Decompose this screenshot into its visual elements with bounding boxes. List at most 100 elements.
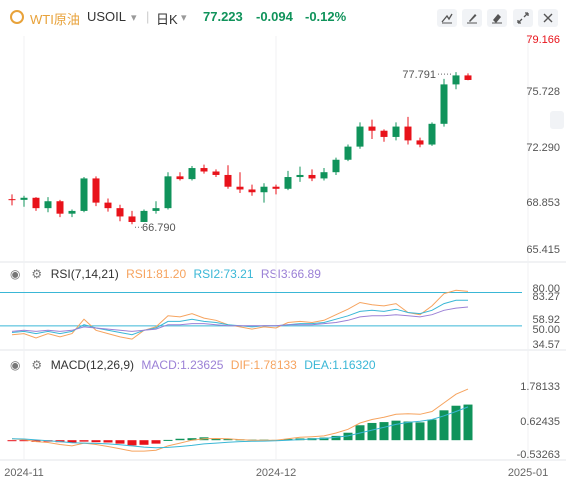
macd-histogram-bar — [415, 422, 425, 441]
rsi-axis-label: 50.00 — [532, 324, 560, 336]
candle-body — [56, 201, 64, 214]
candle-body — [80, 178, 88, 211]
rsi-axis-label: 80.00 — [532, 283, 560, 295]
price-axis-label: 68.853 — [526, 197, 560, 209]
macd-histogram-bar — [223, 439, 233, 441]
date-axis-label: 2024-12 — [256, 467, 296, 479]
rsi-axis-label: 83.27 — [532, 291, 560, 303]
candle-body — [260, 186, 268, 193]
price-change-percent: -0.12% — [305, 9, 347, 24]
candle-body — [116, 208, 124, 217]
price-axis-label: 79.166 — [526, 34, 560, 46]
candle-body — [236, 186, 244, 190]
rsi-axis-label: 58.92 — [532, 314, 560, 326]
macd-histogram-bar — [427, 419, 437, 441]
candle-body — [212, 171, 220, 175]
candle-body — [464, 75, 472, 80]
macd-histogram-bar — [139, 440, 149, 445]
macd-histogram-bar — [103, 440, 113, 443]
price-axis-label: 75.728 — [526, 86, 560, 98]
candle-body — [8, 199, 16, 201]
eye-icon[interactable]: ◉ — [10, 267, 21, 281]
candle-body — [92, 178, 100, 203]
high-label: 77.791 — [402, 69, 436, 81]
candle-body — [188, 168, 196, 180]
candle-body — [308, 174, 316, 179]
macd-histogram-bar — [367, 422, 377, 441]
price-change: -0.094 — [256, 9, 293, 24]
low-label: 66.790 — [142, 222, 176, 234]
eraser-icon[interactable] — [487, 9, 507, 27]
symbol-name[interactable]: WTI原油 — [30, 12, 80, 27]
macd-line-dea — [11, 406, 469, 449]
macd-histogram-bar — [391, 420, 401, 441]
candle-body — [128, 216, 136, 222]
candle-body — [284, 177, 292, 189]
settings-icon[interactable] — [538, 9, 558, 27]
candle-body — [344, 146, 352, 160]
macd-axis-label: 1.78133 — [520, 381, 560, 393]
gear-icon[interactable]: ⚙ — [31, 267, 43, 281]
rsi-line-rsi3 — [11, 306, 469, 332]
candle-body — [176, 176, 184, 180]
macd-histogram-bar — [343, 432, 353, 441]
last-price: 77.223 — [203, 9, 243, 24]
period-chevron-down-icon[interactable]: ▾ — [181, 12, 187, 24]
date-axis-label: 2025-01 — [508, 467, 548, 479]
period-selector[interactable]: 日K — [156, 12, 178, 27]
candle-body — [296, 174, 304, 178]
candle-body — [368, 126, 376, 131]
candle-body — [104, 202, 112, 209]
symbol-code[interactable]: USOIL — [87, 9, 127, 24]
candle-body — [452, 75, 460, 85]
rsi-axis-label: 34.57 — [532, 339, 560, 351]
chevron-down-icon[interactable]: ▾ — [131, 12, 137, 24]
rsi-line-rsi2 — [11, 299, 468, 336]
macd-histogram-bar — [7, 440, 17, 442]
candle-body — [224, 174, 232, 187]
candle-body — [140, 210, 148, 222]
date-axis-label: 2024-11 — [4, 467, 44, 479]
macd-histogram-bar — [187, 438, 197, 441]
candle-body — [380, 130, 388, 137]
macd-axis-label: -0.53263 — [517, 449, 560, 461]
eye-icon[interactable]: ◉ — [10, 358, 21, 372]
rsi-line-rsi1 — [11, 289, 469, 340]
macd-title: MACD(12,26,9) — [50, 358, 135, 372]
gear-icon[interactable]: ⚙ — [31, 358, 43, 372]
axis-scale-handle[interactable] — [550, 111, 564, 129]
dea-value: DEA:1.16320 — [304, 358, 376, 372]
macd-histogram-bar — [175, 438, 185, 441]
candle-body — [248, 189, 256, 193]
macd-histogram-bar — [19, 440, 29, 442]
divider: | — [146, 9, 150, 24]
candle-body — [200, 168, 208, 172]
candle-body — [20, 197, 28, 200]
macd-histogram-bar — [211, 438, 221, 441]
macd-value: MACD:1.23625 — [141, 358, 224, 372]
macd-histogram-bar — [451, 405, 461, 441]
candle-body — [404, 126, 412, 141]
macd-histogram-bar — [331, 435, 341, 441]
macd-histogram-bar — [79, 440, 89, 442]
draw-line-icon[interactable] — [437, 9, 457, 27]
rsi-title: RSI(7,14,21) — [50, 267, 119, 281]
macd-histogram-bar — [151, 440, 161, 444]
brush-icon[interactable] — [462, 9, 482, 27]
candle-body — [68, 210, 76, 214]
chart-header: WTI原油 USOIL ▾ | 日K ▾ 77.223 -0.094 -0.12… — [0, 0, 566, 36]
candle-body — [32, 197, 40, 209]
price-axis-label: 65.415 — [526, 244, 560, 256]
symbol-logo-icon — [10, 10, 24, 24]
candle-body — [272, 186, 280, 189]
macd-histogram-bar — [115, 440, 125, 444]
expand-icon[interactable] — [513, 9, 533, 27]
price-axis-label: 72.290 — [526, 142, 560, 154]
candle-body — [356, 126, 364, 147]
rsi2-value: RSI2:73.21 — [193, 267, 254, 281]
macd-histogram-bar — [91, 440, 101, 443]
candle-body — [440, 84, 448, 124]
candle-body — [428, 123, 436, 145]
macd-axis-label: 0.62435 — [520, 416, 560, 428]
